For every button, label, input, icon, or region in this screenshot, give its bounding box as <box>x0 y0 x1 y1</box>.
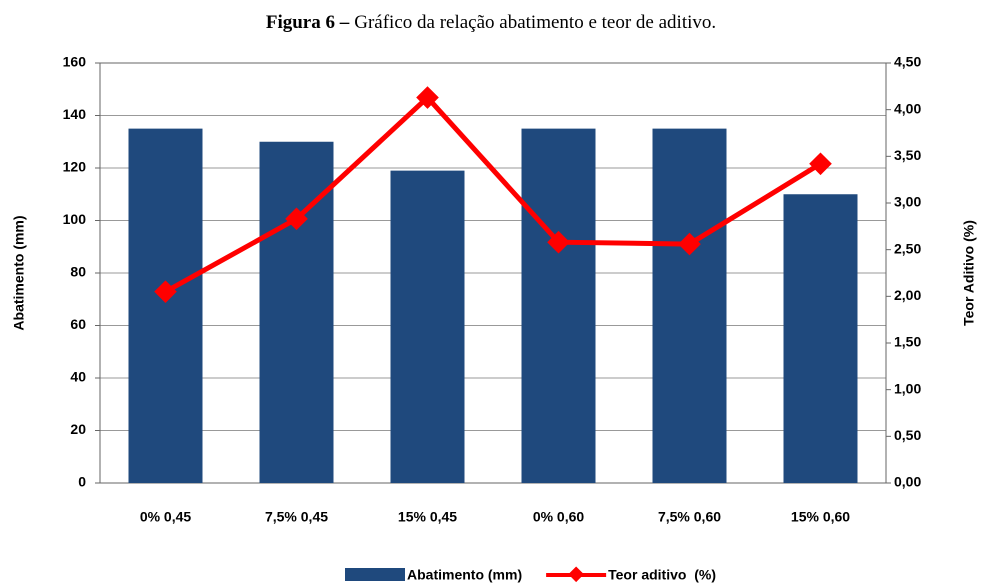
y2-axis-label: Teor Aditivo (%) <box>961 220 977 326</box>
bar <box>521 128 596 483</box>
y2-tick-label: 3,50 <box>894 147 921 163</box>
line <box>164 93 822 294</box>
y-axis-label: Abatimento (mm) <box>11 215 27 330</box>
y-tick-label: 20 <box>70 421 86 437</box>
x-tick-label: 15% 0,45 <box>398 509 457 525</box>
bar <box>652 128 727 483</box>
figure-label: Figura 6 – <box>266 12 350 33</box>
y2-tick-label: 4,50 <box>894 54 921 70</box>
legend-swatch <box>345 568 405 581</box>
chart-title: Figura 6 – Gráfico da relação abatimento … <box>266 12 716 33</box>
marker <box>809 152 832 176</box>
bar <box>128 128 203 483</box>
y-tick-label: 120 <box>63 159 87 175</box>
y-tick-label: 140 <box>63 106 87 122</box>
title-text: Gráfico da relação abatimento e teor de … <box>354 12 716 33</box>
legend-label: Teor aditivo (%) <box>608 567 716 583</box>
x-tick-label: 7,5% 0,45 <box>265 509 328 525</box>
y-tick-label: 0 <box>78 474 86 490</box>
y-tick-label: 60 <box>70 316 86 332</box>
bar <box>783 194 858 483</box>
marker <box>416 86 439 109</box>
y2-tick-label: 0,50 <box>894 427 921 443</box>
bar <box>390 170 465 483</box>
y2-tick-label: 2,00 <box>894 287 921 303</box>
x-tick-label: 0% 0,60 <box>533 509 585 525</box>
y-tick-label: 80 <box>70 264 86 280</box>
y2-tick-label: 2,50 <box>894 240 921 256</box>
x-tick-label: 0% 0,45 <box>140 509 192 525</box>
y2-tick-label: 1,00 <box>894 380 921 396</box>
x-tick-label: 15% 0,60 <box>791 509 850 525</box>
y2-tick-label: 4,00 <box>894 100 921 116</box>
legend-label: Abatimento (mm) <box>407 567 522 583</box>
y-tick-label: 160 <box>63 54 87 70</box>
y2-tick-label: 3,00 <box>894 194 921 210</box>
x-tick-label: 7,5% 0,60 <box>658 509 721 525</box>
y-tick-label: 100 <box>63 211 87 227</box>
legend-swatch <box>568 566 584 583</box>
y-tick-label: 40 <box>70 369 86 385</box>
y2-tick-label: 0,00 <box>894 474 921 490</box>
y2-tick-label: 1,50 <box>894 334 921 350</box>
plot-border <box>99 62 887 484</box>
